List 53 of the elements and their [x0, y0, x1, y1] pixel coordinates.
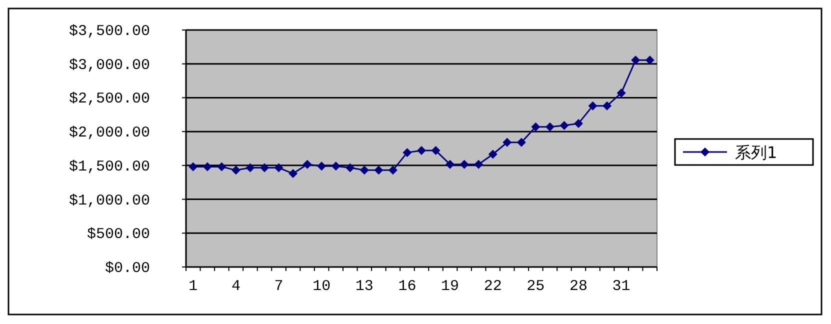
point — [474, 160, 484, 169]
point — [231, 166, 240, 175]
point — [502, 138, 512, 147]
point — [446, 160, 455, 169]
point — [574, 118, 583, 128]
y-tick-label: $3,000.00 — [68, 56, 150, 74]
x-tick-label: 1 — [188, 278, 198, 295]
point — [516, 138, 526, 147]
point — [616, 88, 626, 98]
point — [317, 162, 326, 171]
point — [531, 122, 540, 132]
point — [260, 163, 269, 172]
y-tick-label: $2,500.00 — [68, 90, 150, 108]
x-tick-label: 16 — [398, 278, 416, 295]
point — [360, 166, 369, 175]
point — [388, 166, 398, 175]
point — [217, 162, 226, 172]
point — [402, 148, 412, 158]
point — [302, 160, 312, 169]
point — [374, 166, 384, 175]
point — [645, 56, 654, 65]
point — [631, 56, 640, 65]
point — [202, 162, 212, 172]
point — [431, 146, 440, 156]
y-tick-label: $3,500.00 — [68, 23, 150, 40]
x-tick-label: 19 — [441, 278, 460, 295]
x-tick-label: 13 — [355, 278, 374, 295]
x-tick-label: 22 — [484, 278, 502, 295]
x-tick-label: 4 — [231, 278, 240, 295]
point — [602, 101, 612, 110]
point — [417, 146, 426, 156]
x-tick-label: 7 — [274, 278, 284, 295]
x-tick-label: 28 — [569, 278, 588, 295]
y-tick-label: $2,000.00 — [68, 124, 150, 142]
point — [488, 150, 498, 159]
point — [288, 169, 298, 178]
point — [545, 122, 554, 132]
y-tick-label: $1,500.00 — [68, 158, 150, 176]
point — [346, 163, 355, 172]
point — [331, 162, 340, 171]
point — [188, 162, 198, 172]
point — [246, 163, 255, 172]
point — [588, 101, 598, 110]
x-tick-label: 25 — [526, 278, 545, 295]
point — [460, 160, 469, 169]
x-tick-label: 31 — [612, 278, 630, 295]
y-tick-label: $500.00 — [86, 226, 150, 244]
y-tick-label: $0.00 — [104, 260, 150, 277]
point — [274, 163, 284, 172]
point — [560, 120, 569, 130]
legend-label: 系列1 — [735, 143, 778, 162]
x-tick-label: 10 — [312, 278, 331, 295]
y-tick-label: $1,000.00 — [68, 192, 150, 210]
